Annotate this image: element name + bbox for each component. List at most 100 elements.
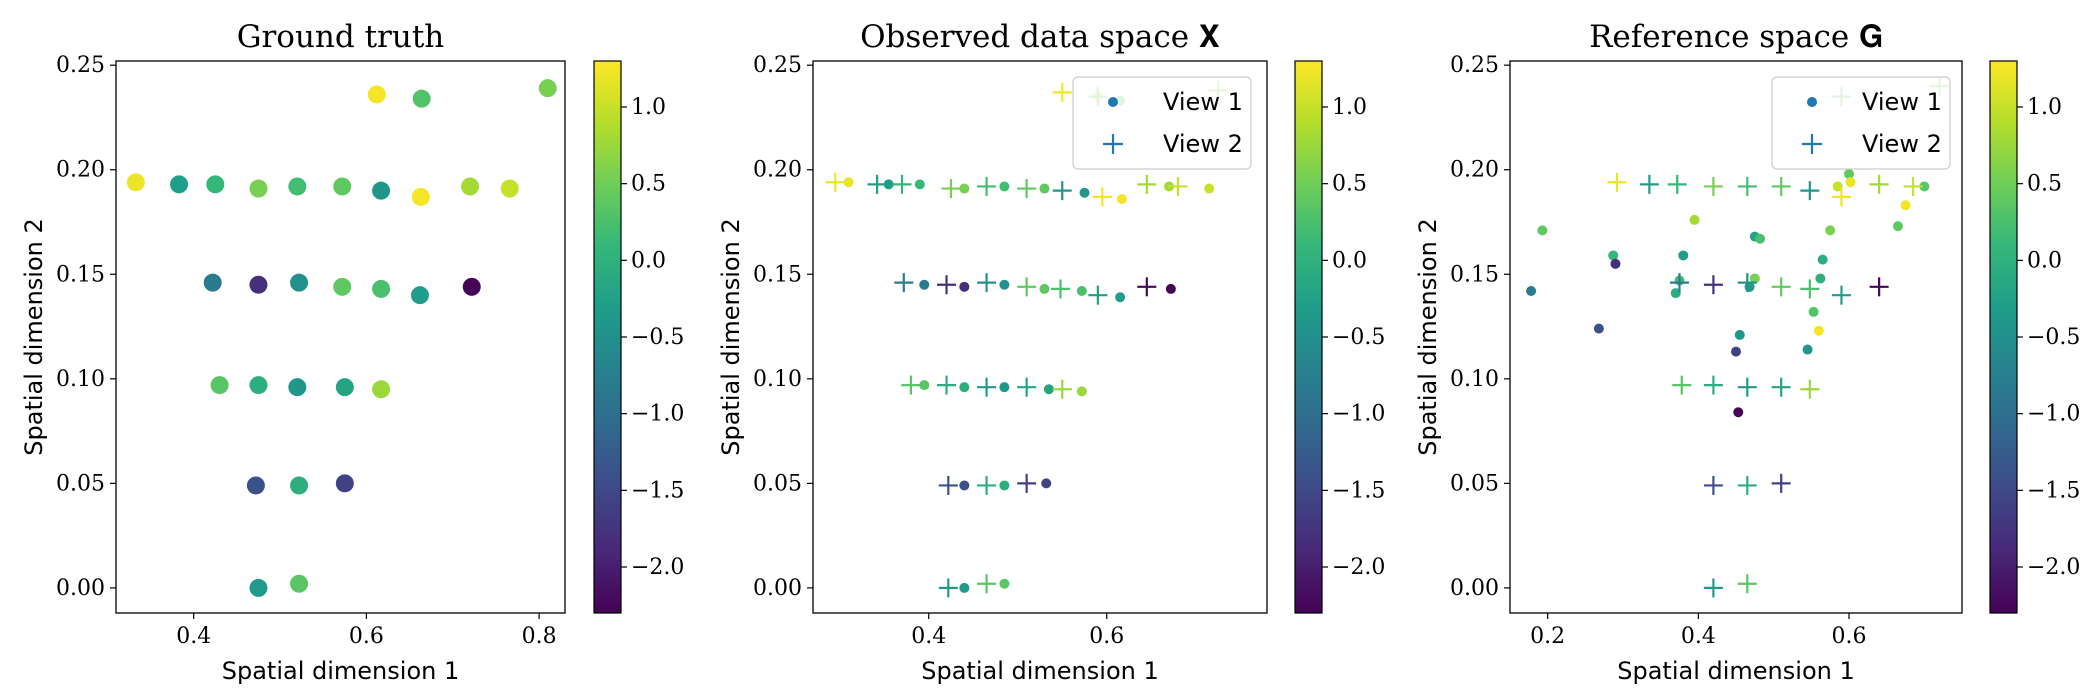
y-tick-label: 0.15 (56, 262, 105, 287)
colorbar-tick-label: −1.0 (1332, 402, 1385, 427)
data-point (249, 275, 268, 294)
data-point-plus (1092, 187, 1112, 207)
data-point (959, 382, 970, 393)
data-point-plus (1800, 181, 1820, 201)
y-tick-label: 0.05 (56, 471, 105, 496)
data-point (412, 89, 431, 108)
data-point-plus (1703, 475, 1723, 495)
points (1526, 76, 1949, 598)
data-point (1808, 306, 1819, 317)
data-point (843, 177, 854, 188)
colorbar-tick-label: −0.5 (631, 325, 684, 350)
x-tick-label: 0.4 (911, 624, 946, 649)
y-tick-label: 0.00 (1450, 576, 1499, 601)
data-point-plus (1771, 377, 1791, 397)
y-tick-label: 0.15 (753, 262, 802, 287)
data-point-plus (1771, 473, 1791, 493)
data-point (372, 181, 391, 200)
data-point (1670, 288, 1681, 299)
data-point-plus (1017, 377, 1037, 397)
data-point (210, 376, 229, 395)
chart-title: Ground truth (237, 19, 445, 55)
data-point-plus (1737, 377, 1757, 397)
y-tick-label: 0.25 (1450, 53, 1499, 78)
data-point (1204, 183, 1215, 194)
colorbar-gradient (1294, 60, 1323, 614)
data-point-plus (1703, 176, 1723, 196)
data-point-plus (892, 174, 912, 194)
x-axis-label: Spatial dimension 1 (921, 657, 1158, 685)
colorbar-tick-label: 0.5 (1332, 172, 1367, 197)
data-point (1825, 225, 1836, 236)
data-point (1733, 407, 1744, 418)
data-point-plus (938, 475, 958, 495)
data-point-plus (1703, 578, 1723, 598)
y-tick-label: 0.10 (753, 367, 802, 392)
data-point (1813, 325, 1824, 336)
data-point (462, 277, 481, 296)
data-point (999, 480, 1010, 491)
data-point (1678, 250, 1689, 261)
y-tick-label: 0.20 (56, 158, 105, 183)
y-tick-label: 0.00 (56, 576, 105, 601)
chart-title: Reference space 𝐆 (1589, 19, 1883, 55)
legend-label: View 2 (1163, 130, 1243, 158)
data-point (126, 173, 145, 192)
colorbar-tick-label: −1.5 (2027, 478, 2080, 503)
data-point (919, 279, 930, 290)
data-point (1817, 254, 1828, 265)
data-point-plus (1639, 174, 1659, 194)
data-point-plus (1052, 82, 1072, 102)
colorbar-tick-label: −0.5 (1332, 325, 1385, 350)
data-point (1689, 214, 1700, 225)
colorbar-tick-label: −1.5 (1332, 478, 1385, 503)
data-point (1593, 323, 1604, 334)
x-tick-label: 0.4 (176, 624, 211, 649)
data-point (410, 286, 429, 305)
data-point-plus (1052, 181, 1072, 201)
data-point (290, 476, 309, 495)
data-point-plus (1869, 174, 1889, 194)
data-point-plus (1607, 172, 1627, 192)
data-point-plus (1017, 277, 1037, 297)
data-point (1043, 384, 1054, 395)
data-point (333, 177, 352, 196)
data-point (959, 183, 970, 194)
data-point (1076, 286, 1087, 296)
data-point (290, 273, 309, 292)
x-tick-label: 0.8 (522, 624, 557, 649)
y-tick-label: 0.10 (56, 367, 105, 392)
data-point-plus (825, 172, 845, 192)
data-point (1610, 258, 1621, 269)
data-point (1845, 177, 1856, 188)
data-point (333, 277, 352, 296)
data-point-plus (977, 574, 997, 594)
data-point (1731, 346, 1741, 357)
colorbar: 1.0 0.5 0.0 −0.5 −1.0 −1.5 −2.0 (1989, 60, 2080, 614)
data-point-plus (1017, 473, 1037, 493)
data-point (170, 175, 189, 194)
data-point (411, 187, 430, 206)
legend-label: View 1 (1163, 88, 1243, 116)
points (825, 80, 1228, 598)
data-point-plus (977, 475, 997, 495)
data-point (914, 179, 925, 190)
data-point-plus (977, 176, 997, 196)
data-point-plus (867, 174, 887, 194)
data-point (249, 376, 268, 395)
y-axis-label: Spatial dimension 2 (717, 218, 745, 455)
data-point (999, 181, 1010, 192)
y-tick-label: 0.05 (753, 471, 802, 496)
data-point (1919, 181, 1930, 192)
y-tick-label: 0.00 (753, 576, 802, 601)
colorbar-tick-label: −1.0 (2027, 402, 2080, 427)
data-point (1076, 386, 1087, 397)
colorbar-tick-label: 1.0 (631, 95, 666, 120)
data-point (1892, 221, 1903, 232)
data-point (999, 578, 1010, 589)
data-point (1526, 286, 1537, 296)
axes-frame (115, 60, 566, 614)
x-tick-label: 0.6 (1832, 624, 1867, 649)
panel-2: Observed data space 𝐗 0.4 0.6 0.00 0.05 0.10 0… (717, 19, 1385, 685)
